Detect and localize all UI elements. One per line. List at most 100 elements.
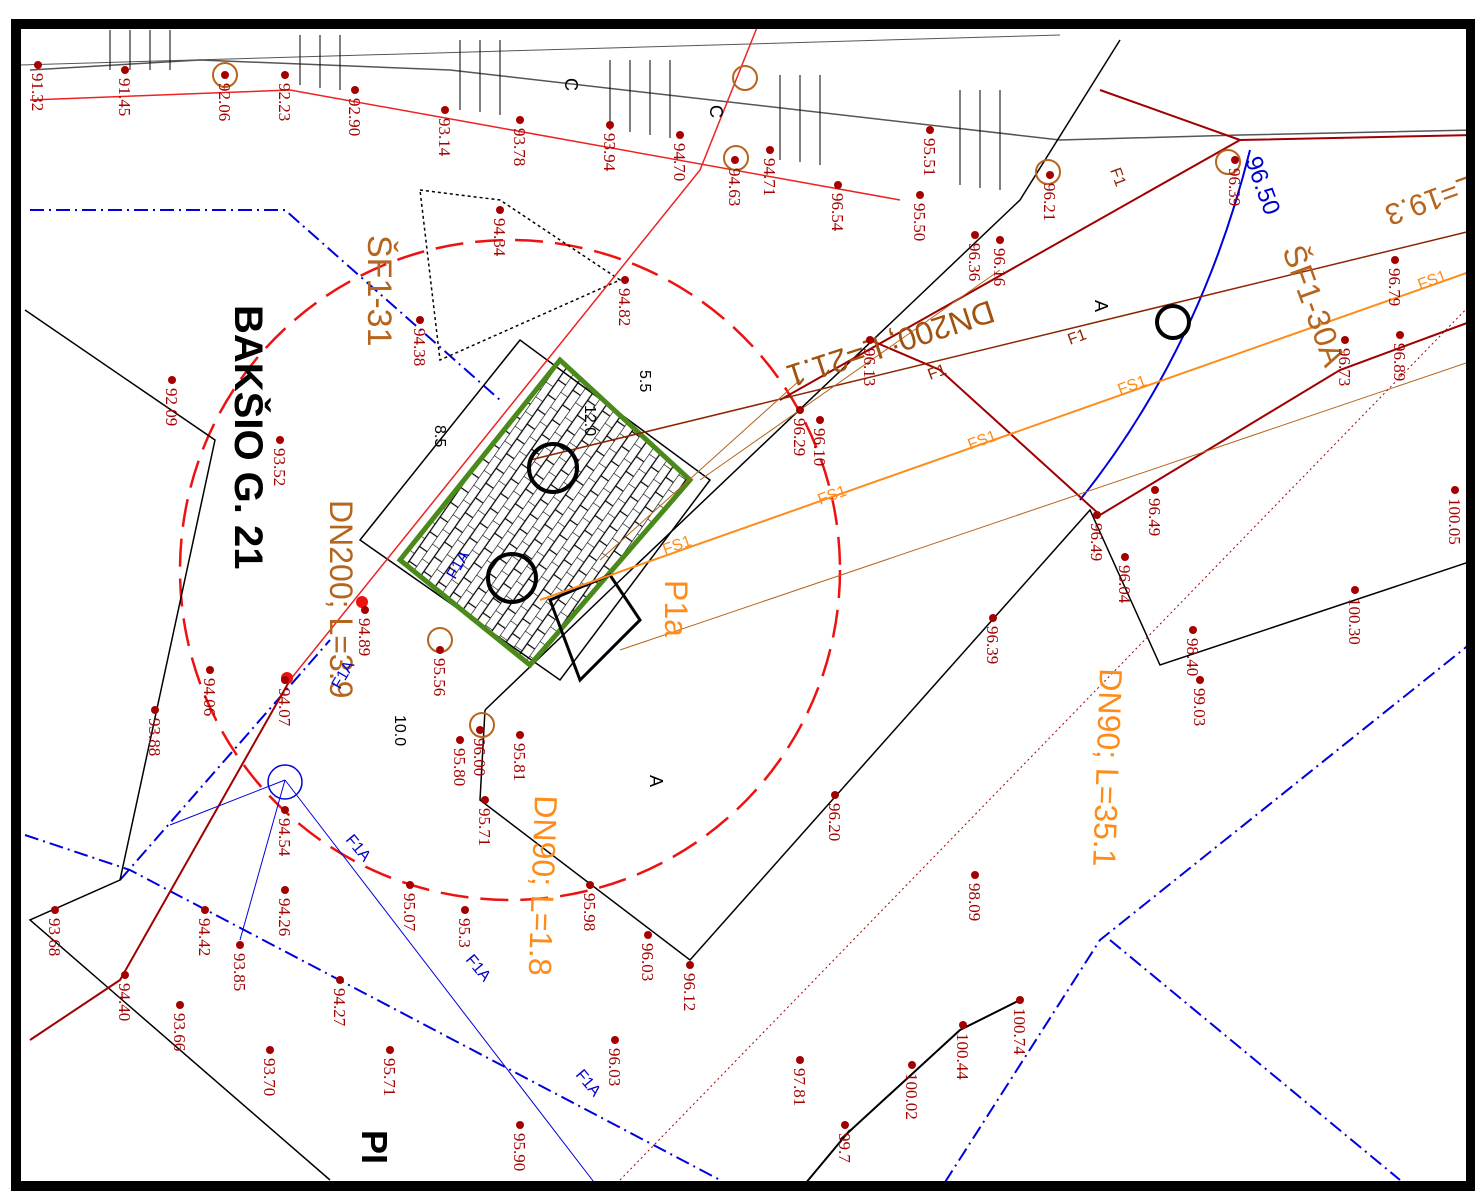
map-label: 12.0 [581, 405, 598, 436]
elevation-dot [796, 406, 804, 414]
elevation-dot [686, 961, 694, 969]
map-label: F1A [462, 952, 494, 986]
elevation-dot [151, 706, 159, 714]
elevation-label: 96.20 [825, 803, 844, 841]
elevation-label: 93.68 [45, 918, 64, 956]
elevation-label: 94.71 [760, 158, 779, 196]
map-label: BAKŠIO G. 21 [226, 305, 272, 570]
elevation-label: 94.54 [275, 818, 294, 857]
elevation-label: 95.3 [455, 918, 474, 948]
elevation-label: 94.27 [330, 988, 349, 1027]
elevation-dot [1046, 171, 1054, 179]
elevation-dot [1396, 331, 1404, 339]
elevation-dot [496, 206, 504, 214]
elevation-label: 93.85 [230, 953, 249, 991]
elevation-label: 95.98 [580, 893, 599, 931]
elevation-label: 94.70 [670, 143, 689, 181]
elevation-label: 94.40 [115, 983, 134, 1021]
elevation-label: 96.39 [983, 626, 1002, 664]
elevation-label: 93.88 [145, 718, 164, 756]
elevation-label: 93.66 [170, 1013, 189, 1051]
elevation-dot [281, 886, 289, 894]
elevation-label: 100.74 [1010, 1008, 1029, 1055]
elevation-dot [611, 1036, 619, 1044]
elevation-label: 97.81 [790, 1068, 809, 1106]
elevation-dot [361, 606, 369, 614]
map-label: 96.50 [1239, 153, 1285, 219]
page: Plan {"labels":["BAKŠIO G. 21","PI","ŠF1… [0, 0, 1475, 1195]
elevation-label: 95.80 [450, 748, 469, 786]
elevation-label: 100.02 [902, 1073, 921, 1120]
elevation-label: 92.23 [275, 83, 294, 121]
elevation-dot [1341, 336, 1349, 344]
elevation-points: 92.0993.5294.3894.3494.8294.8994.0693.88… [28, 61, 1464, 1171]
elevation-dot [1151, 486, 1159, 494]
elevation-label: 99.7 [835, 1133, 854, 1163]
elevation-dot [731, 156, 739, 164]
elevation-label: 96.49 [1145, 498, 1164, 536]
elevation-label: 92.09 [162, 388, 181, 426]
elevation-label: 96.04 [1115, 565, 1134, 604]
elevation-label: 99.03 [1190, 688, 1209, 726]
elevation-label: 96.16 [990, 248, 1009, 286]
elevation-dot [516, 731, 524, 739]
elevation-label: 96.73 [1335, 348, 1354, 386]
elevation-dot [1351, 586, 1359, 594]
elevation-label: 91.45 [115, 78, 134, 116]
map-label: ŠF1-31 [360, 235, 398, 347]
elevation-dot [586, 881, 594, 889]
elevation-label: 96.39 [1225, 168, 1244, 206]
elevation-dot [866, 336, 874, 344]
elevation-dot [621, 276, 629, 284]
elevation-label: 96.49 [1087, 523, 1106, 561]
elevation-dot [236, 941, 244, 949]
map-label: L=19.3 [1381, 168, 1475, 231]
elevation-label: 94.82 [615, 288, 634, 326]
elevation-label: 96.10 [810, 428, 829, 466]
elevation-label: 96.03 [605, 1048, 624, 1086]
elevation-dot [461, 906, 469, 914]
elevation-label: 96.00 [470, 738, 489, 776]
elevation-label: 96.89 [1390, 343, 1409, 381]
elevation-label: 95.50 [910, 203, 929, 241]
elevation-dot [386, 1046, 394, 1054]
elevation-dot [121, 971, 129, 979]
elevation-dot [916, 191, 924, 199]
elevation-dot [481, 796, 489, 804]
elevation-dot [841, 1121, 849, 1129]
elevation-dot [516, 116, 524, 124]
elevation-dot [1391, 256, 1399, 264]
elevation-dot [1231, 156, 1239, 164]
elevation-label: 95.71 [380, 1058, 399, 1096]
elevation-dot [996, 236, 1004, 244]
elevation-dot [281, 71, 289, 79]
map-label: C [706, 105, 726, 118]
elevation-label: 96.12 [680, 973, 699, 1011]
elevation-dot [176, 1001, 184, 1009]
elevation-label: 95.07 [400, 893, 419, 932]
elevation-dot [516, 1121, 524, 1129]
elevation-label: 100.44 [953, 1033, 972, 1080]
elevation-dot [971, 231, 979, 239]
elevation-dot [908, 1061, 916, 1069]
elevation-label: 96.03 [638, 943, 657, 981]
body: BAKŠIO G. 21PIŠF1-31DN200; L=3.9DN200; L… [0, 0, 1475, 1195]
elevation-dot [266, 1046, 274, 1054]
elevation-label: 91.32 [28, 73, 47, 111]
map-label: 10.0 [391, 715, 408, 746]
elevation-label: 94.07 [275, 688, 294, 727]
map-label: 8.5 [431, 425, 448, 447]
map-label: 5.5 [636, 370, 653, 392]
elevation-dot [766, 146, 774, 154]
elevation-dot [221, 71, 229, 79]
elevation-dot [1196, 676, 1204, 684]
elevation-dot [476, 726, 484, 734]
elevation-dot [406, 881, 414, 889]
elevation-dot [281, 806, 289, 814]
elevation-dot [959, 1021, 967, 1029]
elevation-dot [336, 976, 344, 984]
elevation-dot [281, 676, 289, 684]
elevation-label: 96.36 [965, 243, 984, 281]
elevation-dot [676, 131, 684, 139]
map-label: FS1 [1116, 373, 1149, 399]
